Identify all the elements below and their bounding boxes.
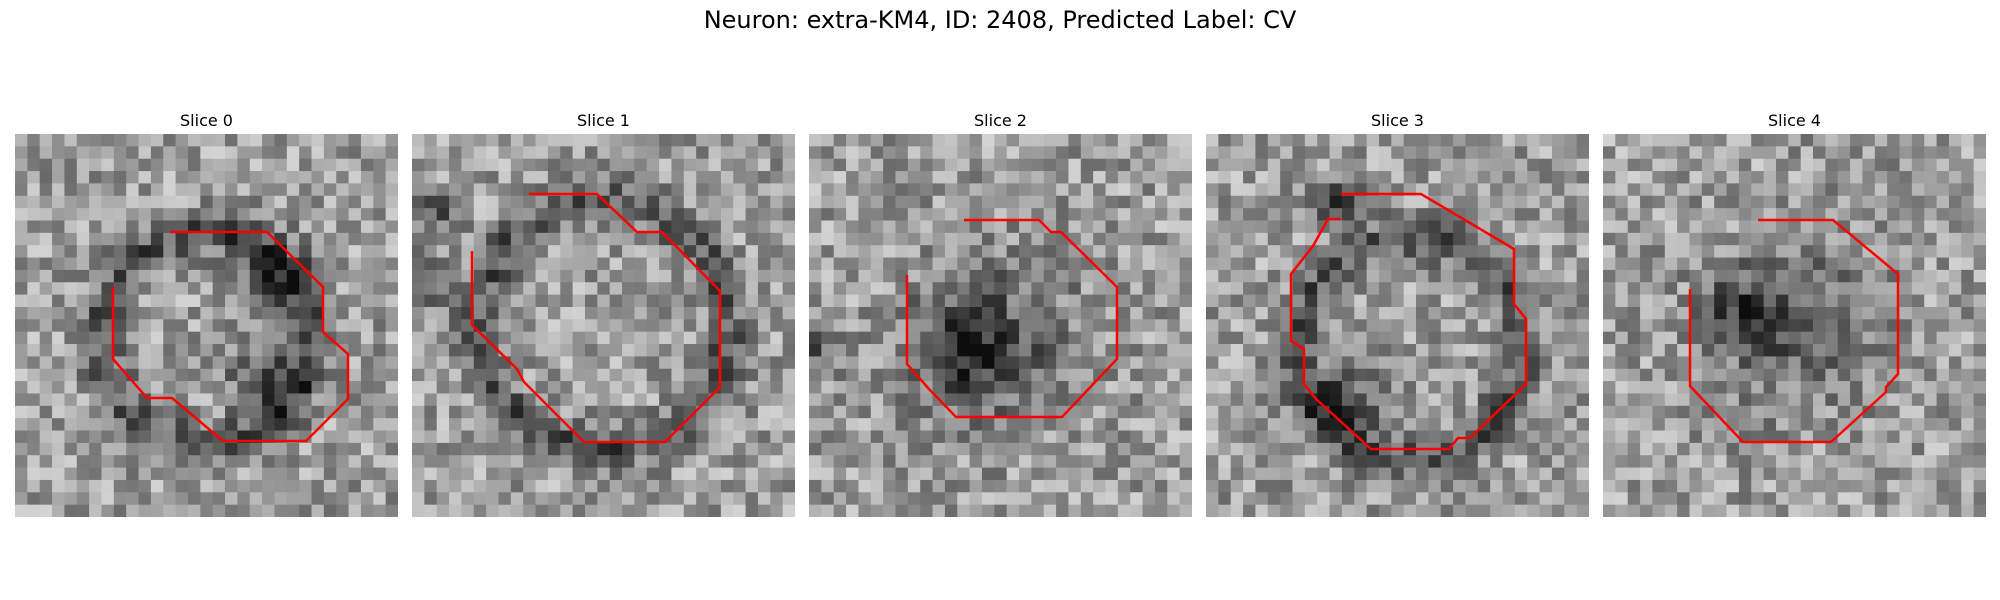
contour-3 — [1289, 192, 1528, 451]
slice-panel-0: Slice 0 — [15, 110, 398, 517]
figure-title: Neuron: extra-KM4, ID: 2408, Predicted L… — [703, 6, 1297, 34]
slice-title-4: Slice 4 — [1768, 111, 1821, 130]
contour-4 — [1688, 218, 1900, 444]
slice-panel-3: Slice 3 — [1206, 110, 1589, 517]
slice-panel-2: Slice 2 — [809, 110, 1192, 517]
slice-image-4 — [1603, 134, 1986, 517]
slice-title-2: Slice 2 — [974, 111, 1027, 130]
slice-image-3 — [1206, 134, 1589, 517]
slice-panel-1: Slice 1 — [412, 110, 795, 517]
contour-0 — [111, 230, 350, 443]
contour-1 — [470, 192, 722, 444]
slice-title-1: Slice 1 — [577, 111, 630, 130]
slice-panel-4: Slice 4 — [1603, 110, 1986, 517]
contour-2 — [905, 218, 1119, 419]
slice-image-1 — [412, 134, 795, 517]
slice-title-3: Slice 3 — [1371, 111, 1424, 130]
slice-image-0 — [15, 134, 398, 517]
slice-title-0: Slice 0 — [180, 111, 233, 130]
slice-image-2 — [809, 134, 1192, 517]
